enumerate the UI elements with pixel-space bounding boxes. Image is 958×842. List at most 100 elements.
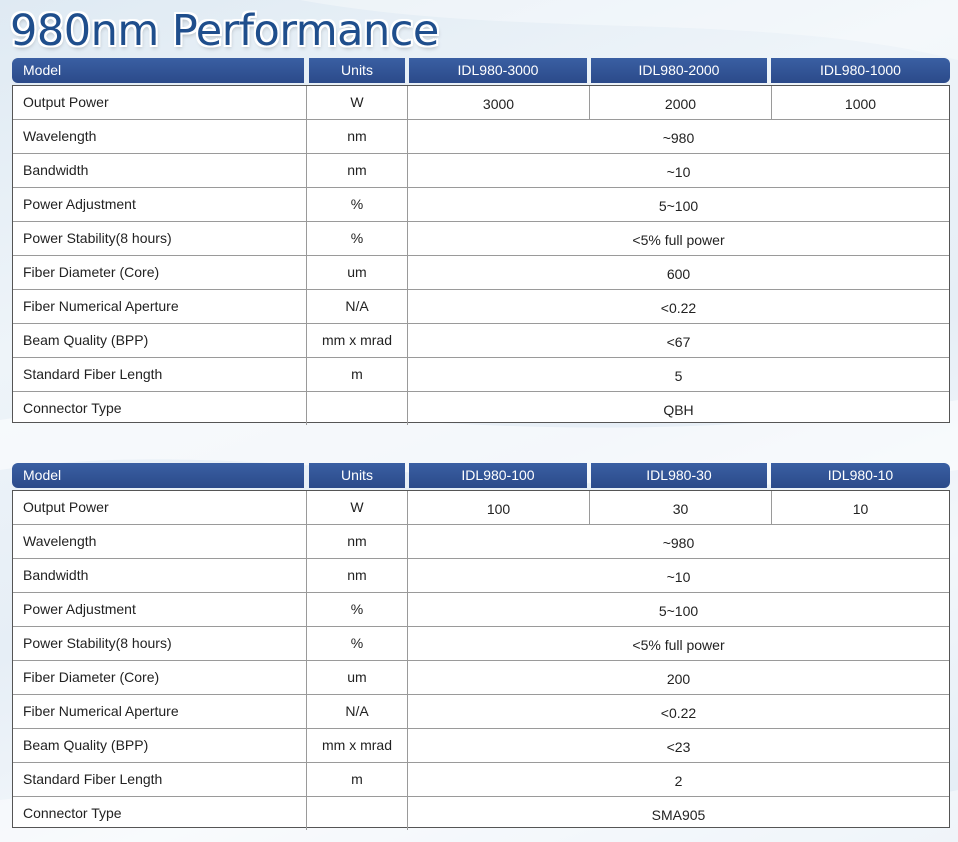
row-unit: N/A bbox=[307, 695, 408, 728]
table-body: Output Power W 100 30 10 Wavelength nm ~… bbox=[12, 490, 950, 830]
table-row: Standard Fiber Length m 5 bbox=[13, 358, 949, 392]
row-unit: um bbox=[307, 661, 408, 694]
row-unit: um bbox=[307, 256, 408, 289]
table-row: Output Power W 3000 2000 1000 bbox=[13, 86, 949, 120]
row-label: Output Power bbox=[13, 86, 307, 119]
spec-table-2: Model Units IDL980-100 IDL980-30 IDL980-… bbox=[12, 463, 950, 830]
row-unit: nm bbox=[307, 154, 408, 187]
row-unit bbox=[307, 392, 408, 425]
row-label: Wavelength bbox=[13, 525, 307, 558]
row-unit bbox=[307, 797, 408, 830]
row-value: 2 bbox=[674, 773, 683, 789]
page-title: 980nm Performance bbox=[10, 6, 439, 56]
header-model: Model bbox=[12, 463, 304, 488]
row-label: Standard Fiber Length bbox=[13, 358, 307, 391]
row-value: <5% full power bbox=[632, 232, 725, 248]
header-model-3: IDL980-1000 bbox=[771, 58, 950, 83]
row-unit: m bbox=[307, 358, 408, 391]
table-row: Fiber Diameter (Core) um 200 bbox=[13, 661, 949, 695]
row-value: 10 bbox=[852, 501, 869, 517]
row-value: <5% full power bbox=[632, 637, 725, 653]
table-row: Fiber Numerical Aperture N/A <0.22 bbox=[13, 695, 949, 729]
header-units: Units bbox=[309, 463, 405, 488]
row-label: Power Adjustment bbox=[13, 593, 307, 626]
spec-table-1: Model Units IDL980-3000 IDL980-2000 IDL9… bbox=[12, 58, 950, 425]
row-label: Fiber Numerical Aperture bbox=[13, 695, 307, 728]
table-row: Connector Type SMA905 bbox=[13, 797, 949, 830]
row-value: ~10 bbox=[666, 164, 691, 180]
row-value: <67 bbox=[666, 334, 691, 350]
row-value: 2000 bbox=[590, 86, 772, 119]
row-value: 30 bbox=[590, 491, 772, 524]
row-label: Beam Quality (BPP) bbox=[13, 324, 307, 357]
row-label: Power Adjustment bbox=[13, 188, 307, 221]
header-model-2: IDL980-2000 bbox=[591, 58, 767, 83]
row-label: Fiber Diameter (Core) bbox=[13, 661, 307, 694]
table-row: Connector Type QBH bbox=[13, 392, 949, 425]
row-label: Standard Fiber Length bbox=[13, 763, 307, 796]
row-value: 5~100 bbox=[658, 198, 699, 214]
table-header: Model Units IDL980-100 IDL980-30 IDL980-… bbox=[12, 463, 950, 488]
row-value: QBH bbox=[663, 402, 694, 418]
row-value: 3000 bbox=[408, 86, 590, 119]
table-header: Model Units IDL980-3000 IDL980-2000 IDL9… bbox=[12, 58, 950, 83]
row-value: 5~100 bbox=[658, 603, 699, 619]
row-unit: mm x mrad bbox=[307, 729, 408, 762]
row-unit: nm bbox=[307, 120, 408, 153]
row-value: 100 bbox=[408, 491, 590, 524]
table-row: Beam Quality (BPP) mm x mrad <23 bbox=[13, 729, 949, 763]
row-value: 5 bbox=[674, 368, 683, 384]
row-label: Bandwidth bbox=[13, 559, 307, 592]
row-value: 200 bbox=[666, 671, 691, 687]
row-value: ~980 bbox=[662, 130, 695, 146]
row-value: ~980 bbox=[662, 535, 695, 551]
table-row: Output Power W 100 30 10 bbox=[13, 491, 949, 525]
header-model-2: IDL980-30 bbox=[591, 463, 767, 488]
header-model-3: IDL980-10 bbox=[771, 463, 950, 488]
row-unit: % bbox=[307, 222, 408, 255]
row-unit: % bbox=[307, 188, 408, 221]
row-label: Fiber Numerical Aperture bbox=[13, 290, 307, 323]
row-label: Connector Type bbox=[13, 797, 307, 830]
row-label: Bandwidth bbox=[13, 154, 307, 187]
table-row: Power Stability(8 hours) % <5% full powe… bbox=[13, 222, 949, 256]
table-row: Power Adjustment % 5~100 bbox=[13, 593, 949, 627]
row-unit: nm bbox=[307, 559, 408, 592]
table-row: Fiber Numerical Aperture N/A <0.22 bbox=[13, 290, 949, 324]
table-row: Bandwidth nm ~10 bbox=[13, 559, 949, 593]
header-model-1: IDL980-100 bbox=[409, 463, 587, 488]
row-label: Power Stability(8 hours) bbox=[13, 222, 307, 255]
header-model-1: IDL980-3000 bbox=[409, 58, 587, 83]
row-label: Connector Type bbox=[13, 392, 307, 425]
row-unit: W bbox=[307, 491, 408, 524]
row-unit: % bbox=[307, 593, 408, 626]
header-model: Model bbox=[12, 58, 304, 83]
row-unit: N/A bbox=[307, 290, 408, 323]
table-row: Power Stability(8 hours) % <5% full powe… bbox=[13, 627, 949, 661]
row-label: Fiber Diameter (Core) bbox=[13, 256, 307, 289]
row-label: Power Stability(8 hours) bbox=[13, 627, 307, 660]
row-unit: % bbox=[307, 627, 408, 660]
row-value: ~10 bbox=[666, 569, 691, 585]
row-label: Beam Quality (BPP) bbox=[13, 729, 307, 762]
table-row: Fiber Diameter (Core) um 600 bbox=[13, 256, 949, 290]
table-row: Standard Fiber Length m 2 bbox=[13, 763, 949, 797]
row-value: <23 bbox=[666, 739, 691, 755]
table-row: Bandwidth nm ~10 bbox=[13, 154, 949, 188]
row-label: Output Power bbox=[13, 491, 307, 524]
table-row: Power Adjustment % 5~100 bbox=[13, 188, 949, 222]
row-unit: nm bbox=[307, 525, 408, 558]
row-unit: m bbox=[307, 763, 408, 796]
row-value: 1000 bbox=[844, 96, 877, 112]
row-value: SMA905 bbox=[651, 807, 706, 823]
row-label: Wavelength bbox=[13, 120, 307, 153]
row-value: 600 bbox=[666, 266, 691, 282]
row-value: <0.22 bbox=[660, 300, 697, 316]
table-row: Beam Quality (BPP) mm x mrad <67 bbox=[13, 324, 949, 358]
header-units: Units bbox=[309, 58, 405, 83]
row-value: <0.22 bbox=[660, 705, 697, 721]
table-row: Wavelength nm ~980 bbox=[13, 525, 949, 559]
table-body: Output Power W 3000 2000 1000 Wavelength… bbox=[12, 85, 950, 425]
row-unit: W bbox=[307, 86, 408, 119]
row-unit: mm x mrad bbox=[307, 324, 408, 357]
